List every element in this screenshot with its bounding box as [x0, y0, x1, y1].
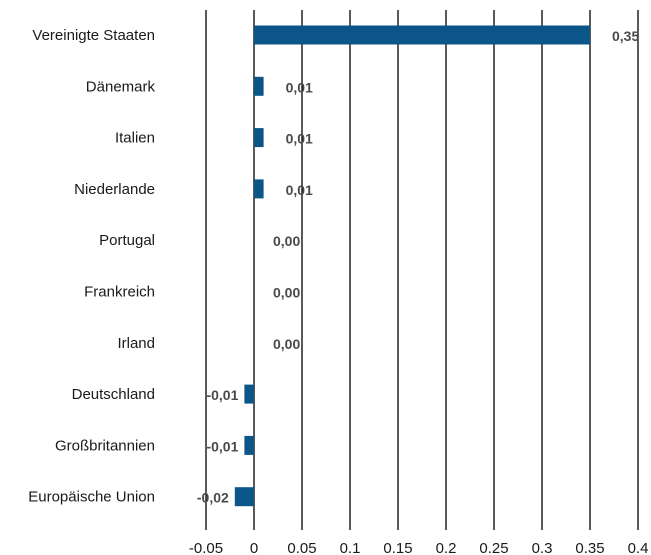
- data-label: 0,00: [273, 336, 300, 352]
- x-tick-label: 0.1: [340, 540, 361, 555]
- category-label: Dänemark: [86, 78, 156, 95]
- bar: [244, 384, 254, 404]
- data-label: -0,02: [197, 490, 229, 506]
- x-tick-label: 0.35: [575, 540, 604, 555]
- x-tick-label: 0: [250, 540, 258, 555]
- data-label: 0,00: [273, 233, 300, 249]
- category-label: Niederlande: [74, 181, 155, 198]
- data-label: -0,01: [206, 438, 238, 454]
- bar: [254, 128, 264, 148]
- category-label: Vereinigte Staaten: [32, 27, 155, 44]
- category-label: Deutschland: [72, 386, 155, 403]
- data-label: 0,01: [286, 79, 313, 95]
- category-label: Großbritannien: [55, 437, 155, 454]
- bar: [254, 25, 590, 45]
- x-tick-label: 0.4: [628, 540, 649, 555]
- data-label: 0,01: [286, 131, 313, 147]
- data-label: 0,00: [273, 285, 300, 301]
- bars: [234, 25, 590, 507]
- data-label: 0,01: [286, 182, 313, 198]
- data-label: 0,35: [612, 28, 639, 44]
- bar: [254, 76, 264, 96]
- x-tick-label: 0.3: [532, 540, 553, 555]
- grid-lines: [205, 10, 639, 530]
- bar: [234, 487, 254, 507]
- x-tick-label: -0.05: [189, 540, 223, 555]
- x-tick-label: 0.05: [287, 540, 316, 555]
- x-tick-label: 0.25: [479, 540, 508, 555]
- category-label: Frankreich: [84, 284, 155, 301]
- x-tick-label: 0.15: [383, 540, 412, 555]
- bar: [254, 179, 264, 199]
- category-label: Italien: [115, 130, 155, 147]
- x-axis-tick-labels: -0.05 0 0.05 0.1 0.15 0.2 0.25 0.3 0.35 0.4: [189, 540, 649, 555]
- category-label: Portugal: [99, 232, 155, 249]
- category-labels: Vereinigte Staaten Dänemark Italien Niederl…: [28, 27, 155, 506]
- x-tick-label: 0.2: [436, 540, 457, 555]
- data-label: -0,01: [206, 387, 238, 403]
- category-label: Europäische Union: [28, 489, 155, 506]
- bar: [244, 435, 254, 455]
- data-labels: 0,35 0,01 0,01 0,01 0,00 0,00 0,00 -0,01 -0,01 -0…: [197, 28, 640, 506]
- category-label: Irland: [117, 335, 155, 352]
